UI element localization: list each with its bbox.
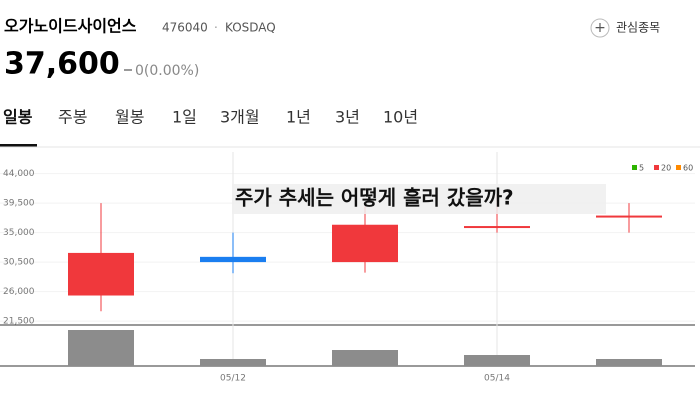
price: 37,600 [4,47,120,82]
x-tick-label: 05/14 [484,374,510,384]
annotation-bg [232,184,606,214]
volume-bar [332,350,398,366]
tab[interactable]: 10년 [383,108,418,127]
legend-swatch [676,165,681,170]
legend-label: 20 [661,164,671,173]
volume-bar [68,330,134,366]
annotation: 주가 추세는 어떻게 흘러 갔을까? [235,186,514,210]
y-tick-label: 30,500 [3,258,35,268]
candle-body [332,224,398,263]
tab[interactable]: 주봉 [58,108,87,127]
candle-body [68,252,134,296]
y-tick-label: 44,000 [3,169,35,179]
tab[interactable]: 3년 [335,108,360,127]
tab[interactable]: 월봉 [115,108,144,127]
volume-bar [596,359,662,366]
stock-name: 오가노이드사이언스 [4,17,137,36]
tab[interactable]: 일봉 [3,108,33,127]
candle-body [464,226,530,229]
y-tick-label: 35,000 [3,228,35,238]
y-tick-label: 21,500 [3,317,35,327]
candle-body [596,215,662,218]
change: 0(0.00%) [135,63,199,79]
x-tick-label: 05/12 [220,374,246,384]
volume-bar [464,355,530,366]
tab[interactable]: 3개월 [220,108,260,127]
legend-swatch [654,165,659,170]
tab[interactable]: 1년 [286,108,311,127]
y-tick-label: 39,500 [3,199,35,209]
tab-underline [0,144,37,147]
chart: 21,500 26,000 30,500 35,000 39,500 44,000 5 20 6… [0,152,695,384]
legend-label: 60 [683,164,693,173]
market: KOSDAQ [225,21,276,35]
candle-body [200,256,266,263]
y-tick-label: 26,000 [3,287,35,297]
stock-code: 476040 [162,21,208,35]
watch-icon[interactable] [590,18,610,38]
tab[interactable]: 1일 [172,108,197,127]
plus: + [594,20,606,36]
legend-swatch [632,165,637,170]
legend-label: 5 [639,164,644,173]
separator: · [214,21,218,35]
watch-button[interactable]: 관심종목 [616,21,660,35]
volume-bar [200,359,266,366]
